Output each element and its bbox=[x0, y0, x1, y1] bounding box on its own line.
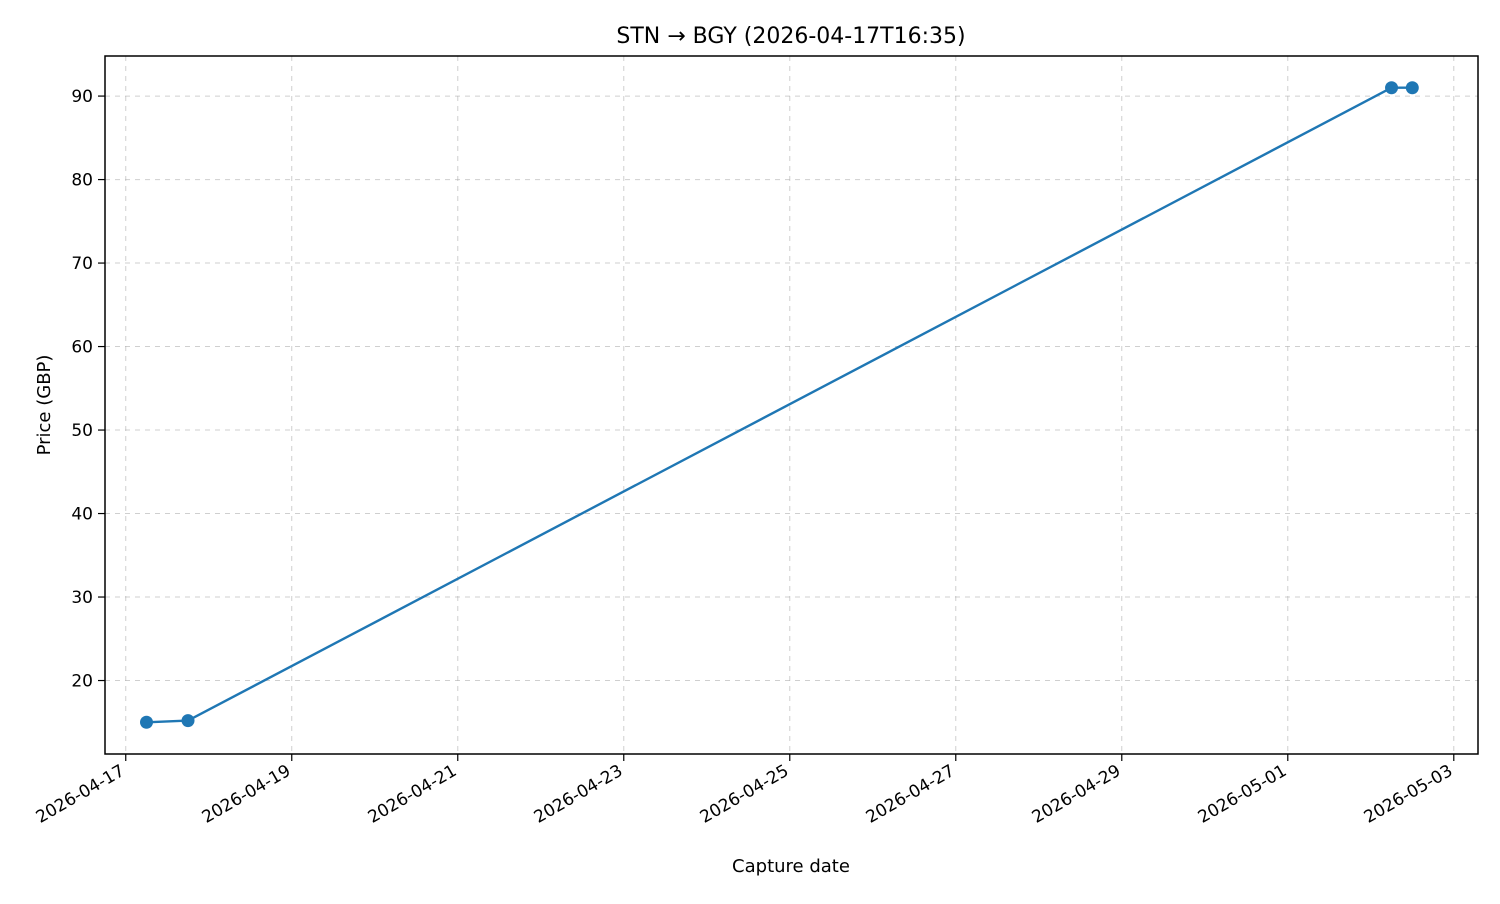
data-point bbox=[140, 715, 154, 729]
y-axis: 20 30 40 50 60 70 80 90 bbox=[71, 87, 105, 692]
y-tick-label: 20 bbox=[71, 672, 93, 692]
chart-title: STN → BGY (2026-04-17T16:35) bbox=[616, 24, 965, 49]
y-tick-label: 30 bbox=[71, 588, 93, 608]
x-axis-label: Capture date bbox=[732, 856, 850, 877]
plot-area-frame bbox=[104, 55, 1479, 755]
y-tick-label: 70 bbox=[71, 254, 93, 274]
data-point bbox=[1385, 81, 1399, 95]
y-tick-label: 40 bbox=[71, 505, 93, 525]
grid bbox=[105, 56, 1478, 754]
data-point bbox=[1405, 81, 1419, 95]
y-tick-label: 80 bbox=[71, 171, 93, 191]
price-line bbox=[146, 86, 1413, 724]
data-point bbox=[181, 714, 195, 728]
y-tick-label: 60 bbox=[71, 338, 93, 358]
y-axis-label: Price (GBP) bbox=[34, 355, 55, 456]
y-tick-label: 50 bbox=[71, 421, 93, 441]
y-tick-label: 90 bbox=[71, 87, 93, 107]
series bbox=[140, 81, 1419, 729]
